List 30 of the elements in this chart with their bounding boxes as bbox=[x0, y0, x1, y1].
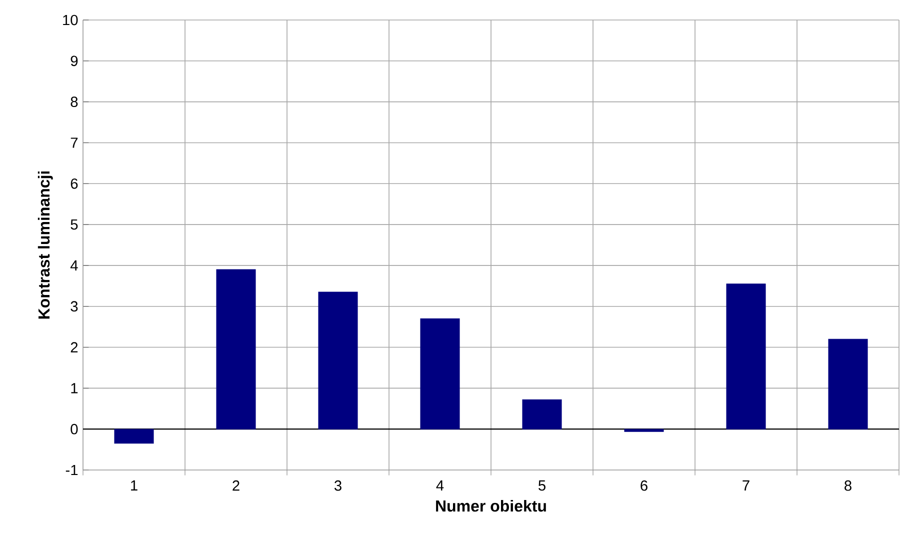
y-tick-label: 2 bbox=[70, 342, 78, 352]
y-tick-label: 6 bbox=[70, 178, 78, 189]
bar bbox=[828, 338, 868, 430]
y-axis-title: Kontrast luminancji bbox=[38, 171, 53, 319]
x-tick-label: 1 bbox=[131, 480, 138, 490]
y-tick-label: 9 bbox=[70, 56, 78, 66]
bar bbox=[318, 292, 358, 430]
x-tick-label: 7 bbox=[742, 480, 750, 490]
y-tick-label: 7 bbox=[70, 138, 78, 148]
x-tick-label: 8 bbox=[844, 480, 852, 491]
x-tick-label: 5 bbox=[538, 480, 546, 491]
y-tick-label: 1 bbox=[71, 383, 78, 394]
bar bbox=[726, 284, 766, 430]
y-tick-label: 4 bbox=[70, 260, 78, 270]
x-tick-label: 6 bbox=[640, 480, 648, 491]
y-tick-label: 10 bbox=[63, 14, 78, 26]
bar bbox=[624, 428, 664, 432]
y-tick-label: 8 bbox=[70, 96, 78, 108]
bar bbox=[216, 269, 256, 430]
bar bbox=[420, 318, 460, 430]
y-tick-label: 3 bbox=[70, 301, 78, 312]
x-tick-label: 4 bbox=[436, 480, 444, 490]
bar bbox=[114, 428, 154, 444]
bar bbox=[522, 399, 562, 430]
y-tick-label: 0 bbox=[70, 424, 78, 434]
y-tick-label: 5 bbox=[70, 219, 78, 230]
x-tick-label: 2 bbox=[232, 480, 240, 491]
x-tick-label: 3 bbox=[334, 480, 342, 491]
x-axis-title: Numer obiektu bbox=[436, 500, 546, 512]
y-tick-label: -1 bbox=[66, 464, 78, 476]
